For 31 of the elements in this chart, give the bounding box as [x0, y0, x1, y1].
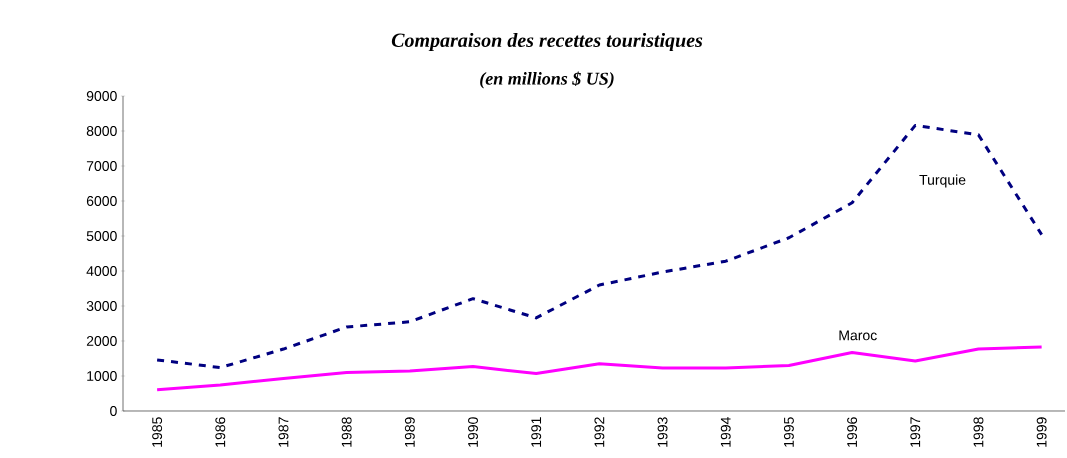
- y-tick-label: 0: [110, 406, 117, 416]
- y-tick-label: 5000: [86, 231, 117, 241]
- text: Turquie: [919, 174, 966, 188]
- line-series: [155, 123, 1044, 370]
- y-tick-label: 8000: [86, 126, 117, 136]
- x-tick-label: 1985: [152, 417, 163, 447]
- x-tick-label: 1998: [973, 417, 984, 447]
- x-tick-label: 1994: [720, 417, 731, 447]
- x-tick-label: 1991: [531, 417, 542, 447]
- x-tick-label: 1990: [468, 417, 478, 447]
- y-tick-label: 7000: [86, 161, 117, 171]
- y-tick-label: 6000: [86, 196, 117, 206]
- x-tick-label: 1992: [594, 417, 605, 447]
- x-tick-label: 1989: [404, 417, 415, 447]
- y-tick-label: 9000: [86, 91, 117, 101]
- y-tick-label: 4000: [86, 266, 117, 276]
- y-tick-label: 1000: [87, 371, 117, 381]
- y-tick-label: 2000: [86, 336, 117, 346]
- line-series: [155, 345, 1044, 392]
- x-tick-label: 1999: [1036, 417, 1047, 447]
- chart-title: Comparaison des recettes touristiques: [391, 32, 703, 52]
- series-label: Maroc: [839, 330, 877, 341]
- y-tick-label: 3000: [86, 301, 117, 311]
- chart-subtitle: (en millions $ US): [480, 71, 614, 89]
- x-tick-label: 1986: [215, 417, 226, 447]
- x-tick-label: 1996: [847, 417, 858, 447]
- x-tick-label: 1997: [910, 417, 921, 447]
- x-tick-label: 1995: [783, 417, 794, 447]
- x-tick-label: 1987: [278, 417, 289, 447]
- x-tick-label: 1993: [657, 417, 668, 447]
- x-tick-label: 1988: [341, 417, 352, 447]
